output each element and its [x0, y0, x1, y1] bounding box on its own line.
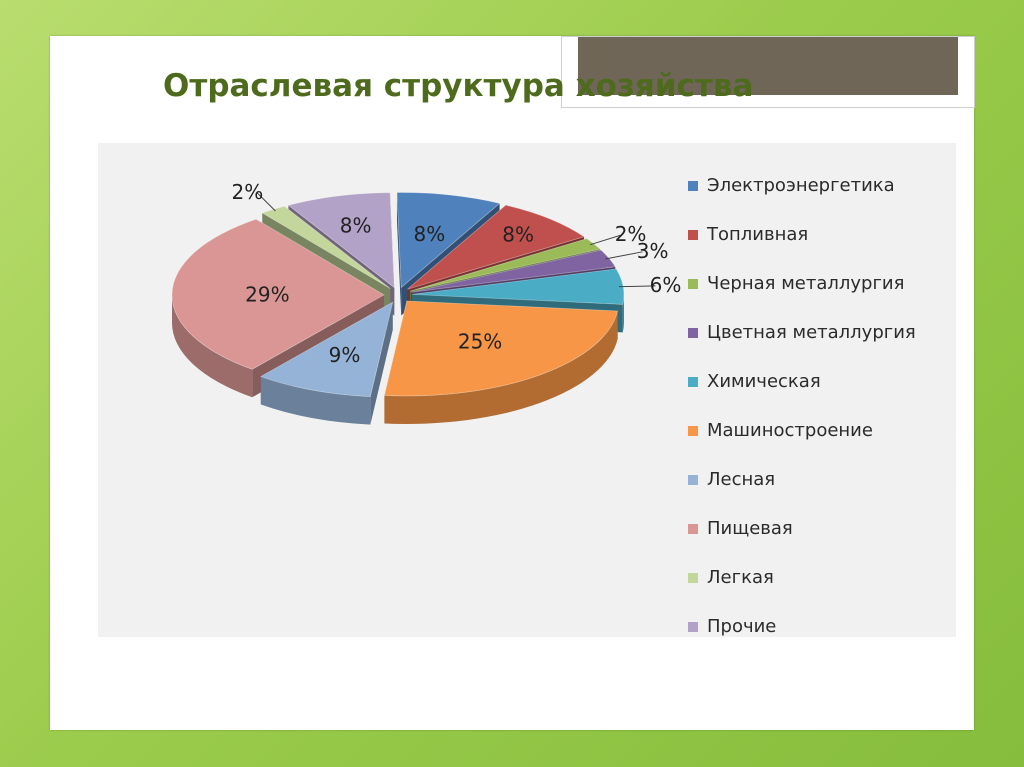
data-label-7: 9%: [329, 343, 361, 367]
legend-swatch: [688, 621, 698, 632]
legend-label: Прочие: [707, 616, 777, 637]
top-decor-bar: [561, 36, 975, 108]
legend-item-4: Цветная металлургия: [688, 308, 916, 357]
legend-item-8: Пищевая: [688, 504, 916, 553]
data-label-10: 8%: [340, 213, 372, 237]
chart-area: 8% 8% 2% 3% 6% 25% 9% 29% 2% 8% Электроэнергетика…: [98, 143, 956, 637]
data-label-1: 8%: [414, 222, 446, 246]
pie-slice-8: [171, 218, 385, 370]
legend-label: Лесная: [707, 469, 776, 490]
chart-legend: Электроэнергетика Топливная Черная металлу…: [688, 161, 916, 651]
legend-item-3: Черная металлургия: [688, 259, 916, 308]
data-label-6: 25%: [458, 330, 502, 354]
data-label-3: 2%: [615, 222, 647, 246]
legend-label: Химическая: [707, 371, 821, 392]
legend-item-2: Топливная: [688, 210, 916, 259]
legend-item-9: Легкая: [688, 553, 916, 602]
data-label-2: 8%: [502, 222, 534, 246]
data-label-leader-4: [605, 251, 643, 260]
legend-label: Электроэнергетика: [707, 175, 895, 196]
data-label-leader-3: [590, 234, 621, 246]
pie-slice-10: [287, 192, 395, 289]
legend-item-6: Машиностроение: [688, 406, 916, 455]
pie-chart: 8% 8% 2%3%6%25%9%29%2%8%: [171, 180, 682, 425]
legend-swatch: [688, 474, 698, 485]
pie-slice-2: [407, 204, 585, 290]
legend-swatch: [688, 327, 698, 338]
legend-item-7: Лесная: [688, 455, 916, 504]
legend-item-10: Прочие: [688, 602, 916, 651]
legend-item-5: Химическая: [688, 357, 916, 406]
data-label-4: 3%: [637, 239, 669, 263]
legend-swatch: [688, 425, 698, 436]
pie-slice-9: [261, 205, 391, 289]
slide-title: Отраслевая структура хозяйства: [163, 68, 754, 104]
pie-slice-1: [396, 192, 501, 289]
legend-swatch: [688, 376, 698, 387]
data-label-5: 6%: [650, 273, 682, 297]
pie-slice-7: [259, 301, 394, 398]
legend-swatch: [688, 180, 698, 191]
legend-label: Топливная: [707, 224, 809, 245]
legend-label: Цветная металлургия: [707, 322, 916, 343]
legend-swatch: [688, 229, 698, 240]
legend-label: Черная металлургия: [707, 273, 905, 294]
pie-slice-6: [383, 300, 619, 397]
data-label-leader-5: [618, 285, 656, 288]
legend-swatch: [688, 572, 698, 583]
legend-swatch: [688, 278, 698, 289]
data-label-leader-9: [256, 192, 276, 212]
legend-item-1: Электроэнергетика: [688, 161, 916, 210]
top-decor-bar-fill: [578, 37, 958, 95]
legend-label: Машиностроение: [707, 420, 873, 441]
legend-label: Легкая: [707, 567, 774, 588]
data-label-9: 2%: [231, 180, 263, 204]
legend-swatch: [688, 523, 698, 534]
data-label-8: 29%: [245, 282, 289, 306]
legend-label: Пищевая: [707, 518, 793, 539]
